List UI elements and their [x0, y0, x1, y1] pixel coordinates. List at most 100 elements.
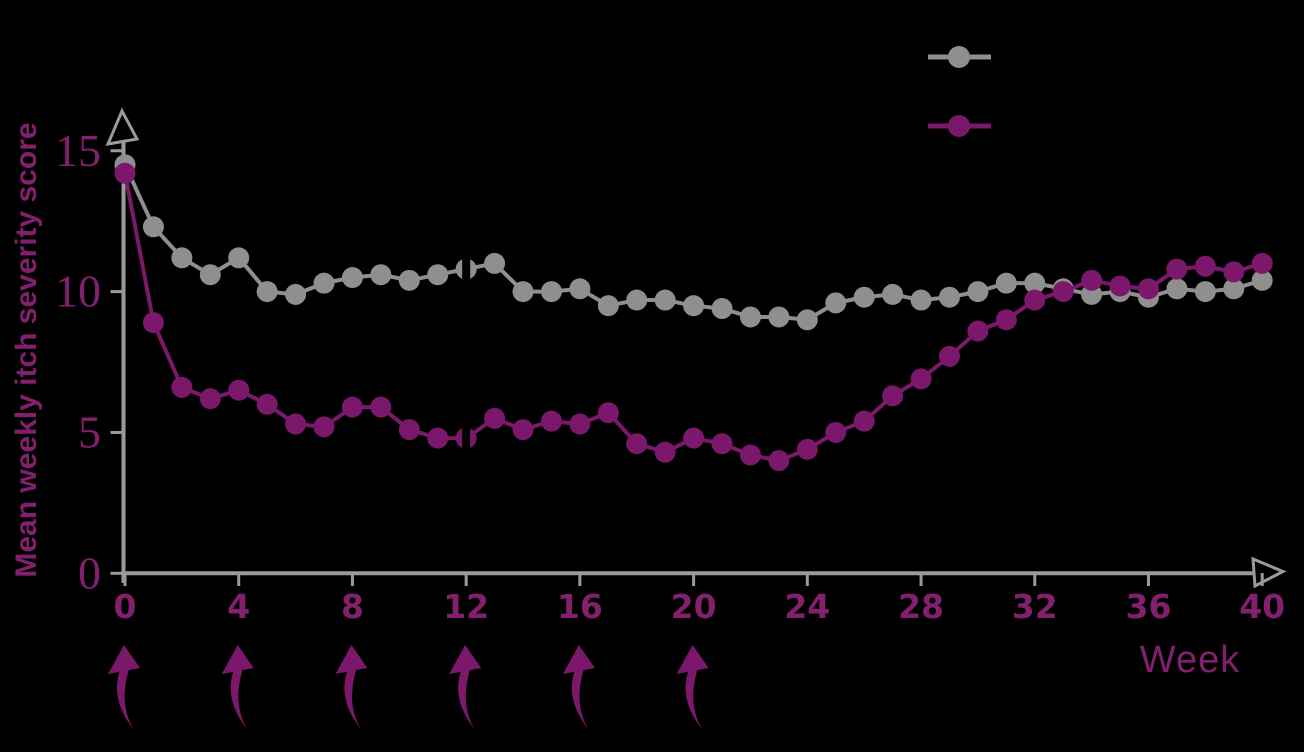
purple-series-point [853, 410, 875, 432]
y-tick-label: 10 [55, 266, 101, 317]
gray-series-point [768, 306, 790, 328]
purple-series-point [1024, 289, 1046, 311]
gray-series-point [654, 289, 676, 311]
y-tick-label: 0 [78, 547, 101, 598]
x-tick-label: 28 [898, 587, 944, 626]
week12-break-marker [462, 250, 471, 289]
x-tick-label: 12 [443, 587, 489, 626]
gray-series-point [825, 292, 847, 314]
gray-series-point [853, 286, 875, 308]
dose-arrow-icon [221, 645, 254, 730]
purple-series-point [626, 433, 648, 455]
gray-series-point [512, 281, 534, 303]
plot-area: 0 5 10 15 0 4 8 12 16 20 24 28 32 36 40 [55, 107, 1287, 626]
gray-series-point [910, 289, 932, 311]
purple-series-point [540, 410, 562, 432]
gray-series-point [256, 281, 278, 303]
purple-series-point [597, 402, 619, 424]
dose-arrow-icon [676, 645, 709, 730]
gray-series-point [398, 269, 420, 291]
gray-series-point [739, 306, 761, 328]
purple-series-point [882, 385, 904, 407]
gray-series-point [1166, 278, 1188, 300]
purple-series-point [370, 396, 392, 418]
purple-series-point [654, 441, 676, 463]
gray-series-point [484, 252, 506, 274]
gray-series-point [370, 264, 392, 286]
legend [928, 46, 991, 137]
purple-series-point [1081, 269, 1103, 291]
gray-series-point [796, 309, 818, 331]
purple-series-point [995, 309, 1017, 331]
legend-swatch-marker [948, 46, 970, 68]
purple-series-point [199, 388, 221, 410]
gray-series-point [569, 278, 591, 300]
purple-series-point [910, 368, 932, 390]
legend-swatch-marker [948, 115, 970, 137]
gray-series-point [967, 281, 989, 303]
gray-series-point [597, 295, 619, 317]
x-tick-label: 0 [114, 587, 137, 626]
purple-series-point [1137, 278, 1159, 300]
y-axis-title: Mean weekly itch severity score [10, 122, 43, 577]
purple-series-point [739, 444, 761, 466]
y-axis-arrowhead-icon [105, 107, 140, 146]
x-tick-label: 32 [1012, 587, 1058, 626]
x-tick-label: 24 [784, 587, 830, 626]
gray-series-point [1223, 278, 1245, 300]
x-tick-label: 8 [341, 587, 364, 626]
gray-series-point [683, 295, 705, 317]
purple-series-point [484, 407, 506, 429]
purple-series-point [711, 433, 733, 455]
x-axis-title: Week [1140, 639, 1240, 681]
x-tick-label: 16 [557, 587, 603, 626]
week12-break-marker [462, 419, 471, 458]
gray-series-point [427, 264, 449, 286]
dose-arrow-icon [562, 645, 595, 730]
purple-series-point [512, 419, 534, 441]
purple-series-point [569, 413, 591, 435]
purple-series-point [171, 376, 193, 398]
purple-series-point [768, 450, 790, 472]
gray-series-point [341, 267, 363, 289]
purple-series-point [938, 345, 960, 367]
purple-series-point [1194, 255, 1216, 277]
purple-series-point [1052, 281, 1074, 303]
dose-arrow-icon [335, 645, 368, 730]
dose-arrow-icon [449, 645, 482, 730]
purple-series-point [1109, 275, 1131, 297]
gray-series-point [995, 272, 1017, 294]
x-tick-label: 40 [1239, 587, 1285, 626]
x-tick-label: 36 [1126, 587, 1172, 626]
purple-series-point [285, 413, 307, 435]
gray-series-point [285, 283, 307, 305]
gray-series-point [882, 283, 904, 305]
x-tick-label: 4 [227, 587, 250, 626]
gray-series-point [711, 298, 733, 320]
purple-series-point [1166, 258, 1188, 280]
y-tick-label: 15 [55, 125, 101, 176]
gray-series-point [171, 247, 193, 269]
purple-series-point [114, 162, 136, 184]
purple-series-point [967, 320, 989, 342]
dose-arrow-icon [108, 645, 140, 730]
purple-series-point [341, 396, 363, 418]
purple-series-point [825, 421, 847, 443]
purple-series-point [228, 379, 250, 401]
purple-series-point [683, 427, 705, 449]
purple-series-point [1251, 252, 1273, 274]
gray-series-point [228, 247, 250, 269]
gray-series-point [1251, 269, 1273, 291]
gray-series-point [142, 216, 164, 238]
gray-series-point [1194, 281, 1216, 303]
purple-series-point [256, 393, 278, 415]
gray-series-point [1024, 272, 1046, 294]
y-tick-label: 5 [78, 406, 101, 457]
gray-series-point [626, 289, 648, 311]
purple-series-point [427, 427, 449, 449]
purple-series-point [142, 312, 164, 334]
x-axis-arrowhead-icon [1251, 556, 1287, 589]
purple-series-point [398, 419, 420, 441]
